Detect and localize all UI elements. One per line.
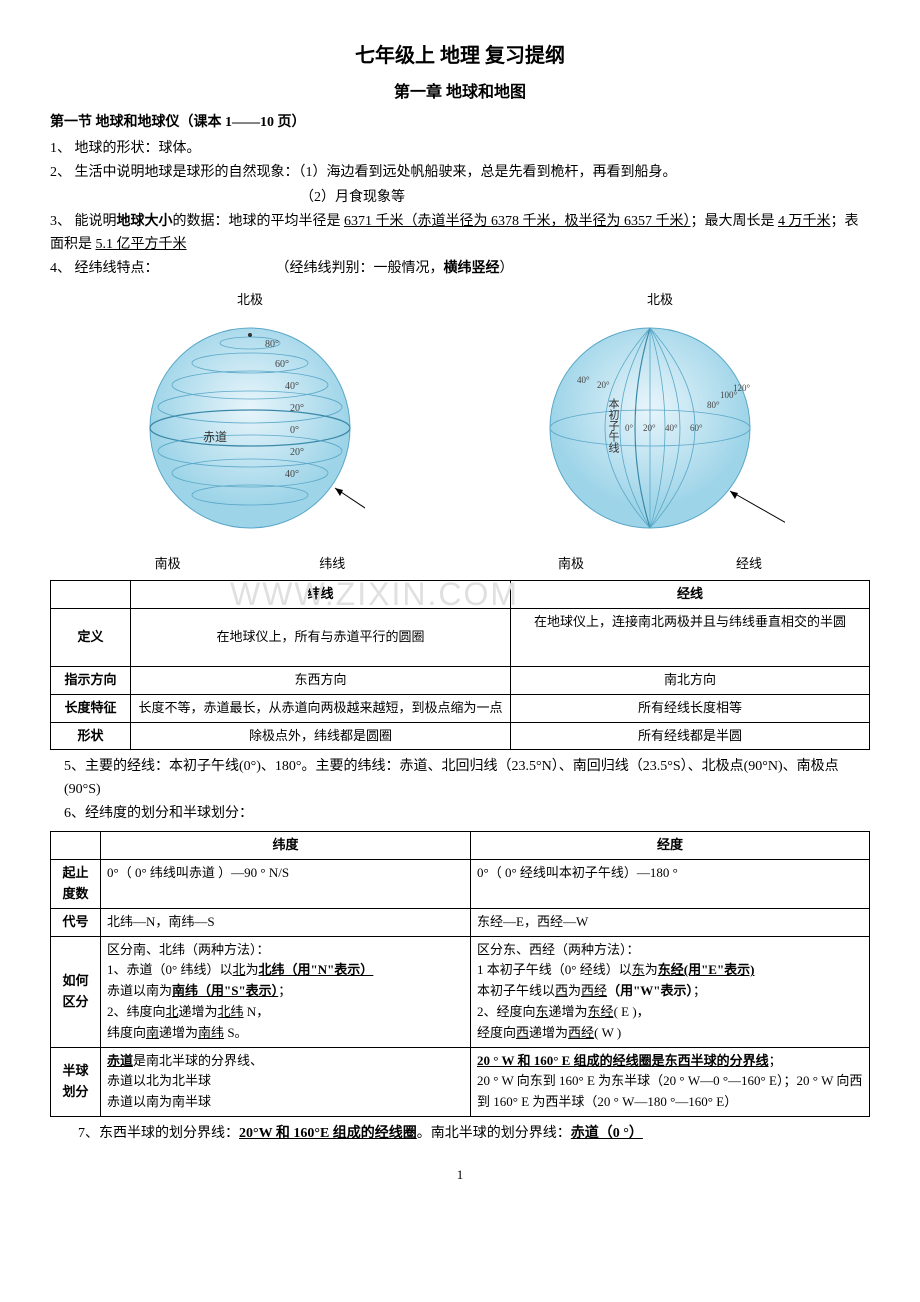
globe1-svg: 80° 60° 40° 20° 0° 20° 40° 赤道 <box>135 313 365 543</box>
t1-r1-c1: 东西方向 <box>131 666 511 694</box>
globe-diagrams: 北极 80° 60° 40° 20° 0° 20° 40° <box>50 290 870 574</box>
t1-r1-h: 指示方向 <box>51 666 131 694</box>
table-row: 半球划分 赤道是南北半球的分界线、赤道以北为北半球赤道以南为南半球 20 ° W… <box>51 1047 870 1116</box>
t2-r2-c2: 区分东、西经（两种方法）：1 本初子午线（0° 经线）以东为东经(用"E"表示)… <box>471 936 870 1047</box>
table-row: 代号 北纬—N，南纬—S 东经—E，西经—W <box>51 908 870 936</box>
paragraph-5: 5、主要的经线：本初子午线(0°)、180°。主要的纬线：赤道、北回归线（23.… <box>50 756 870 801</box>
t2-r3-c2: 20 ° W 和 160° E 组成的经线圈是东西半球的分界线；20 ° W 向… <box>471 1047 870 1116</box>
svg-text:20°: 20° <box>290 447 304 458</box>
p4-mid: （经纬线判别：一般情况， <box>276 261 444 276</box>
p4-end: ） <box>500 261 514 276</box>
svg-text:60°: 60° <box>275 359 289 370</box>
table-row: 纬线 经线 <box>51 581 870 609</box>
svg-text:40°: 40° <box>665 423 678 433</box>
globe-longitude: 北极 40° 20° 0° 20° 40° 60° 80° <box>535 290 785 574</box>
t1-r0-c1: 在地球仪上，所有与赤道平行的圆圈 <box>131 609 511 667</box>
t2-h0 <box>51 832 101 860</box>
table-row: 起止度数 0°（ 0° 纬线叫赤道 ）—90 ° N/S 0°（ 0° 经线叫本… <box>51 860 870 909</box>
paragraph-3: 3、 能说明地球大小的数据：地球的平均半径是 6371 千米（赤道半径为 637… <box>50 211 870 256</box>
globe-latitude: 北极 80° 60° 40° 20° 0° 20° 40° <box>135 290 365 574</box>
t2-r2-c1: 区分南、北纬（两种方法）：1、赤道（0° 纬线）以北为北纬（用"N"表示）赤道以… <box>101 936 471 1047</box>
globe1-bottom-right: 纬线 <box>319 554 345 575</box>
t1-r2-c2: 所有经线长度相等 <box>511 694 870 722</box>
p3-bold: 地球大小 <box>117 214 173 229</box>
p3-pre: 3、 能说明 <box>50 214 117 229</box>
table-row: 长度特征 长度不等，赤道最长，从赤道向两极越来越短，到极点缩为一点 所有经线长度… <box>51 694 870 722</box>
t1-r3-c1: 除极点外，纬线都是圆圈 <box>131 722 511 750</box>
svg-text:0°: 0° <box>290 425 299 436</box>
globe1-top-label: 北极 <box>135 290 365 311</box>
table1-h2: 经线 <box>511 581 870 609</box>
paragraph-6: 6、经纬度的划分和半球划分： <box>50 803 870 825</box>
p3-u3: 5.1 亿平方千米 <box>96 237 187 252</box>
t2-r1-c1: 北纬—N，南纬—S <box>101 908 471 936</box>
main-title: 七年级上 地理 复习提纲 <box>50 40 870 72</box>
t2-h2: 经度 <box>471 832 870 860</box>
t1-r3-h: 形状 <box>51 722 131 750</box>
paragraph-7: 7、东西半球的划分界线：20°W 和 160°E 组成的经线圈。南北半球的划分界… <box>50 1123 870 1145</box>
svg-text:80°: 80° <box>707 400 720 410</box>
table1-h0 <box>51 581 131 609</box>
t1-r0-h: 定义 <box>51 609 131 667</box>
t2-r2-h: 如何区分 <box>51 936 101 1047</box>
p3-u1: 6371 千米（赤道半径为 6378 千米，极半径为 6357 千米） <box>344 214 691 229</box>
svg-text:40°: 40° <box>285 469 299 480</box>
t2-r1-c2: 东经—E，西经—W <box>471 908 870 936</box>
paragraph-2b: （2）月食现象等 <box>50 187 870 209</box>
p7-pre: 7、东西半球的划分界线： <box>78 1126 239 1141</box>
svg-text:40°: 40° <box>285 381 299 392</box>
p7-u1: 20°W 和 160°E 组成的经线圈 <box>239 1126 417 1141</box>
svg-text:赤道: 赤道 <box>203 430 227 444</box>
globe1-bottom-left: 南极 <box>155 554 181 575</box>
table-row: 定义 在地球仪上，所有与赤道平行的圆圈 在地球仪上，连接南北两极并且与纬线垂直相… <box>51 609 870 667</box>
svg-text:20°: 20° <box>643 423 656 433</box>
t1-r2-h: 长度特征 <box>51 694 131 722</box>
t1-r2-c1: 长度不等，赤道最长，从赤道向两极越来越短，到极点缩为一点 <box>131 694 511 722</box>
t2-r0-c2: 0°（ 0° 经线叫本初子午线）—180 ° <box>471 860 870 909</box>
paragraph-4: 4、 经纬线特点： （经纬线判别：一般情况，横纬竖经） <box>50 258 870 280</box>
p4-bold: 横纬竖经 <box>444 261 500 276</box>
t1-r3-c2: 所有经线都是半圆 <box>511 722 870 750</box>
table-row: 指示方向 东西方向 南北方向 <box>51 666 870 694</box>
t2-h1: 纬度 <box>101 832 471 860</box>
table1-h1: 纬线 <box>131 581 511 609</box>
page-number: 1 <box>50 1165 870 1186</box>
section-header: 第一节 地球和地球仪（课本 1——10 页） <box>50 112 870 134</box>
table-row: 如何区分 区分南、北纬（两种方法）：1、赤道（0° 纬线）以北为北纬（用"N"表… <box>51 936 870 1047</box>
t1-r1-c2: 南北方向 <box>511 666 870 694</box>
svg-text:60°: 60° <box>690 423 703 433</box>
t1-r0-c2: 在地球仪上，连接南北两极并且与纬线垂直相交的半圆 <box>511 609 870 667</box>
p7-u2: 赤道（0 °） <box>571 1126 643 1141</box>
globe2-bottom-right: 经线 <box>736 554 762 575</box>
p4-pre: 4、 经纬线特点： <box>50 261 159 276</box>
p3-u2: 4 万千米 <box>778 214 831 229</box>
svg-text:80°: 80° <box>265 339 279 350</box>
p3-mid2: ；最大周长是 <box>691 214 779 229</box>
p7-mid: 。南北半球的划分界线： <box>417 1126 571 1141</box>
svg-text:120°: 120° <box>733 383 751 393</box>
p3-mid: 的数据：地球的平均半径是 <box>173 214 345 229</box>
table-lat-lon-features: 纬线 经线 定义 在地球仪上，所有与赤道平行的圆圈 在地球仪上，连接南北两极并且… <box>50 580 870 750</box>
t2-r0-h: 起止度数 <box>51 860 101 909</box>
svg-text:20°: 20° <box>290 403 304 414</box>
globe2-bottom-left: 南极 <box>558 554 584 575</box>
svg-text:40°: 40° <box>577 375 590 385</box>
table-row: 纬度 经度 <box>51 832 870 860</box>
svg-text:0°: 0° <box>625 423 634 433</box>
globe2-top-label: 北极 <box>535 290 785 311</box>
t2-r3-h: 半球划分 <box>51 1047 101 1116</box>
t2-r1-h: 代号 <box>51 908 101 936</box>
svg-text:本初子午线: 本初子午线 <box>607 397 620 453</box>
table-lat-lon-degrees: 纬度 经度 起止度数 0°（ 0° 纬线叫赤道 ）—90 ° N/S 0°（ 0… <box>50 831 870 1117</box>
t2-r0-c1: 0°（ 0° 纬线叫赤道 ）—90 ° N/S <box>101 860 471 909</box>
table-row: 形状 除极点外，纬线都是圆圈 所有经线都是半圆 <box>51 722 870 750</box>
svg-text:20°: 20° <box>597 380 610 390</box>
chapter-title: 第一章 地球和地图 <box>50 80 870 106</box>
paragraph-2: 2、 生活中说明地球是球形的自然现象：（1）海边看到远处帆船驶来，总是先看到桅杆… <box>50 162 870 184</box>
paragraph-1: 1、 地球的形状：球体。 <box>50 138 870 160</box>
globe2-svg: 40° 20° 0° 20° 40° 60° 80° 100° 120° 本初子… <box>535 313 785 543</box>
t2-r3-c1: 赤道是南北半球的分界线、赤道以北为北半球赤道以南为南半球 <box>101 1047 471 1116</box>
